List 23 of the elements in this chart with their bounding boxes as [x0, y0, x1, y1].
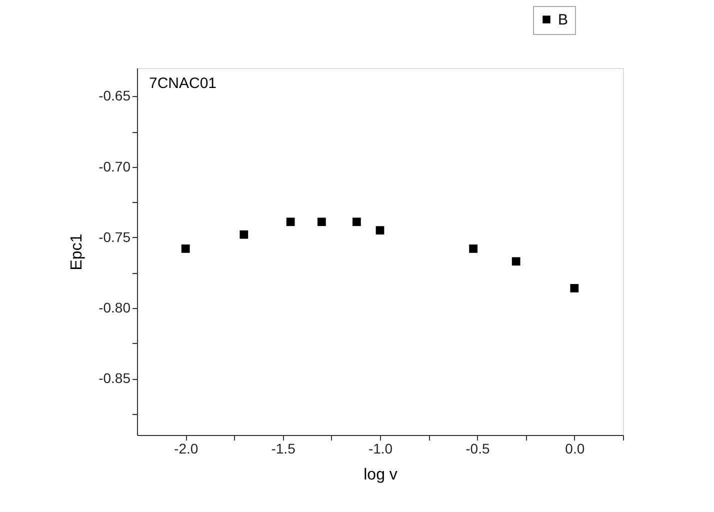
- point: [181, 244, 190, 253]
- annotation: 7CNAC01: [149, 75, 217, 92]
- point: [240, 230, 248, 239]
- y-tick-label: -0.80: [98, 299, 131, 316]
- x-axis-title: log v: [364, 466, 398, 484]
- y-tick-label: -0.85: [98, 370, 131, 386]
- x-tick-label: -1.5: [271, 440, 296, 456]
- point: [376, 226, 384, 235]
- point: [570, 284, 579, 292]
- legend-label: B: [558, 12, 568, 28]
- point: [512, 257, 520, 266]
- point: [352, 218, 361, 226]
- point: [286, 218, 295, 226]
- y-tick-label: -0.65: [98, 88, 131, 104]
- point: [469, 244, 478, 253]
- x-tick-label: -2.0: [174, 440, 198, 456]
- x-tick-label: -1.0: [368, 440, 393, 456]
- x-tick-label: -0.5: [466, 440, 490, 456]
- y-tick-label: -0.75: [98, 228, 131, 245]
- point: [317, 218, 326, 226]
- y-axis-title: Epc1: [68, 234, 86, 270]
- x-tick-label: 0.0: [565, 440, 585, 456]
- y-tick-label: -0.70: [98, 158, 131, 174]
